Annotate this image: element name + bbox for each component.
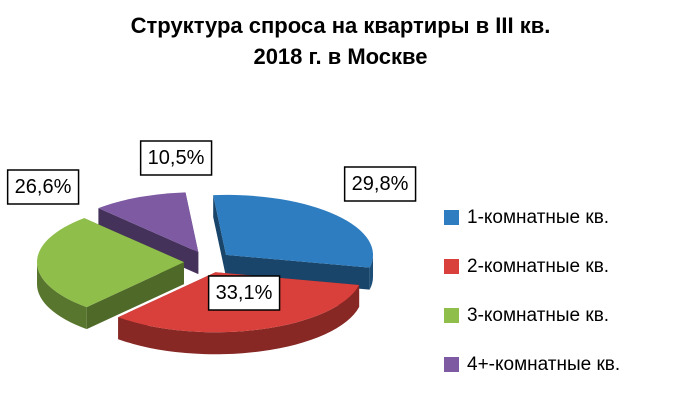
chart-title: Структура спроса на квартиры в III кв. 2… (0, 10, 681, 72)
data-label-text-2: 33,1% (216, 282, 273, 304)
legend-item-3: 3-комнатные кв. (444, 291, 620, 340)
legend-item-4: 4+-комнатные кв. (444, 340, 620, 389)
legend-swatch-3 (444, 308, 459, 323)
data-label-box-4 (139, 140, 213, 176)
legend-label-4: 4+-комнатные кв. (467, 353, 621, 375)
legend-item-1: 1-комнатные кв. (444, 193, 620, 242)
data-label-box-1 (343, 166, 417, 202)
pie-slice-1-side-1 (369, 254, 374, 290)
data-label-3: 26,6% (6, 169, 80, 205)
pie-slice-1-top (213, 194, 374, 268)
data-label-box-3 (6, 169, 80, 205)
pie-slice-3-wall-1 (86, 262, 185, 330)
pie-slice-2-side-1 (118, 285, 360, 355)
data-label-2: 33,1% (207, 275, 281, 311)
pie-slice-3-top (37, 218, 185, 308)
pie-slice-1 (213, 194, 374, 290)
legend-label-3: 3-комнатные кв. (467, 304, 610, 326)
legend-swatch-4 (444, 357, 459, 372)
legend-label-1: 1-комнатные кв. (467, 206, 610, 228)
chart-title-line-1: Структура спроса на квартиры в III кв. (130, 13, 551, 38)
legend-item-2: 2-комнатные кв. (444, 242, 620, 291)
data-label-text-3: 26,6% (15, 176, 72, 198)
legend-label-2: 2-комнатные кв. (467, 255, 610, 277)
chart-legend: 1-комнатные кв. 2-комнатные кв. 3-комнат… (444, 193, 620, 389)
pie-slice-3 (37, 218, 185, 330)
data-label-text-1: 29,8% (352, 173, 409, 195)
chart-title-line-2: 2018 г. в Москве (253, 44, 428, 69)
data-label-4: 10,5% (139, 140, 213, 176)
legend-swatch-1 (444, 210, 459, 225)
data-label-1: 29,8% (343, 166, 417, 202)
data-label-box-2 (207, 275, 281, 311)
pie-slice-4-top (98, 192, 199, 253)
legend-swatch-2 (444, 259, 459, 274)
pie-slice-3-side-1 (37, 262, 87, 330)
data-label-text-4: 10,5% (148, 147, 205, 169)
pie-slice-1-wall-2 (226, 254, 370, 290)
pie-slice-1-wall-1 (213, 195, 227, 277)
